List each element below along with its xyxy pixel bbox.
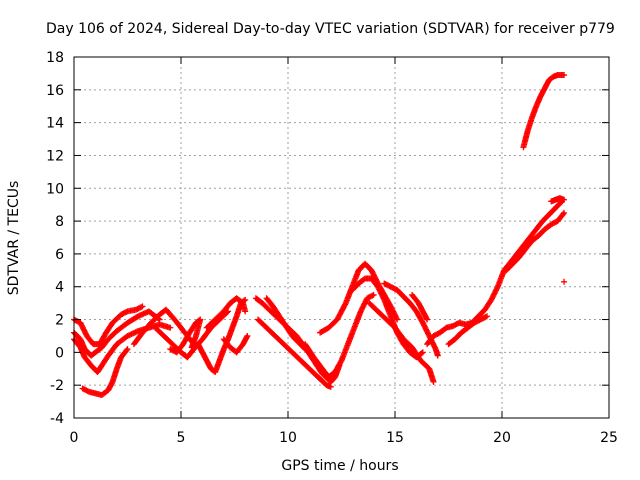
data-point-marker (561, 209, 568, 216)
series-arc-17 (366, 300, 437, 385)
series-arc-20 (424, 198, 565, 348)
series-arc-21 (445, 313, 491, 348)
series-arc-24 (548, 195, 568, 205)
data-point-marker (430, 378, 437, 385)
series-arc-3 (71, 321, 174, 376)
x-tick-label: 25 (600, 430, 618, 446)
data-point-marker (167, 324, 174, 331)
data-point-marker (369, 292, 376, 299)
y-tick-label: 16 (46, 83, 64, 99)
y-tick-label: 18 (46, 50, 64, 66)
x-tick-label: 5 (177, 430, 186, 446)
y-tick-label: 12 (46, 148, 64, 164)
series-arc-1 (71, 303, 146, 348)
series-arc-9 (203, 295, 249, 331)
y-tick-label: -2 (50, 378, 64, 394)
data-point-marker (419, 349, 426, 356)
y-tick-label: 4 (55, 280, 64, 296)
data-point-marker (560, 211, 567, 218)
data-point-marker (123, 347, 130, 354)
y-tick-label: 2 (55, 313, 64, 329)
data-point-marker (242, 308, 249, 315)
x-tick-label: 15 (386, 430, 404, 446)
data-point-marker (139, 303, 146, 310)
data-point-marker (370, 291, 377, 298)
x-tick-labels: 0 5 10 15 20 25 (70, 430, 618, 446)
x-axis-label: GPS time / hours (281, 458, 398, 474)
data-point-marker (138, 304, 145, 311)
series-outlier (561, 278, 568, 285)
data-point-marker (244, 332, 251, 339)
series-arc-22 (503, 209, 568, 274)
data-point-marker (242, 296, 249, 303)
data-markers (71, 72, 568, 399)
data-point-marker (484, 313, 491, 320)
series-arc-7 (167, 316, 204, 356)
data-point-marker (188, 344, 195, 351)
axis-ticks (73, 56, 610, 419)
x-tick-label: 0 (70, 430, 79, 446)
data-point-marker (561, 196, 568, 203)
y-tick-labels: -4 -2 0 2 4 6 8 10 12 14 16 18 (46, 50, 64, 427)
data-point-marker (434, 352, 441, 359)
series-arc-13 (263, 295, 309, 353)
data-point-marker (561, 278, 568, 285)
y-axis-label: SDTVAR / TECUs (6, 181, 22, 296)
y-tick-label: -4 (50, 411, 64, 427)
data-point-marker (124, 346, 131, 353)
data-point-marker (424, 316, 431, 323)
y-tick-label: 10 (46, 181, 64, 197)
series-arc-14 (302, 291, 377, 380)
x-tick-label: 20 (493, 430, 511, 446)
data-point-marker (327, 383, 334, 390)
y-tick-label: 0 (55, 345, 64, 361)
data-point-marker (123, 308, 130, 315)
data-point-marker (394, 316, 401, 323)
series-arc-10 (220, 332, 251, 356)
y-tick-label: 8 (55, 214, 64, 230)
x-tick-label: 10 (279, 430, 297, 446)
y-tick-label: 14 (46, 116, 64, 132)
series-arc-19 (409, 291, 431, 323)
data-point-marker (418, 350, 425, 357)
series-arc-4 (79, 346, 131, 399)
data-point-marker (561, 72, 568, 79)
plot-frame (73, 56, 610, 419)
series-arc-12 (255, 316, 334, 390)
series-arc-23 (520, 72, 568, 151)
chart-title: Day 106 of 2024, Sidereal Day-to-day VTE… (46, 21, 615, 37)
y-tick-label: 6 (55, 247, 64, 263)
data-point-marker (482, 313, 489, 320)
